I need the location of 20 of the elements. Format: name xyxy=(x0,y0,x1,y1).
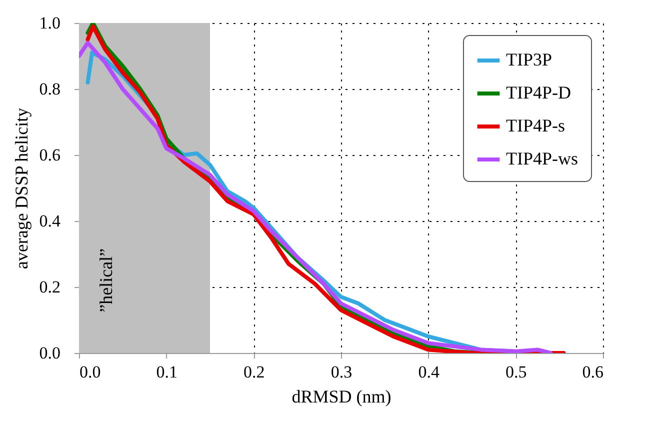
x-tick-label: 0.2 xyxy=(244,362,265,382)
legend-label: TIP3P xyxy=(506,50,552,70)
y-tick-label: 0.8 xyxy=(39,80,60,98)
x-tick-label: 0.1 xyxy=(156,362,178,382)
y-tick-label: 0.6 xyxy=(39,146,60,164)
y-axis-title: average DSSP helicity xyxy=(11,108,32,270)
y-tick-label: 0.2 xyxy=(39,278,60,296)
legend-label: TIP4P-ws xyxy=(506,148,578,168)
y-tick-label: 0.4 xyxy=(39,212,61,230)
band-label: ”helical” xyxy=(96,248,116,312)
legend-label: TIP4P-s xyxy=(506,116,566,136)
x-tick-label: 0.0 xyxy=(80,362,101,382)
y-tick-label: 1.0 xyxy=(39,14,60,32)
x-tick-label: 0.3 xyxy=(330,362,352,382)
x-axis-title: dRMSD (nm) xyxy=(292,386,392,406)
x-tick-label: 0.5 xyxy=(506,362,527,382)
x-tick-label: 0.4 xyxy=(418,362,440,382)
y-tick-label: 0.0 xyxy=(39,344,60,362)
x-tick-label: 0.6 xyxy=(582,362,604,382)
legend-label: TIP4P-D xyxy=(506,82,572,102)
